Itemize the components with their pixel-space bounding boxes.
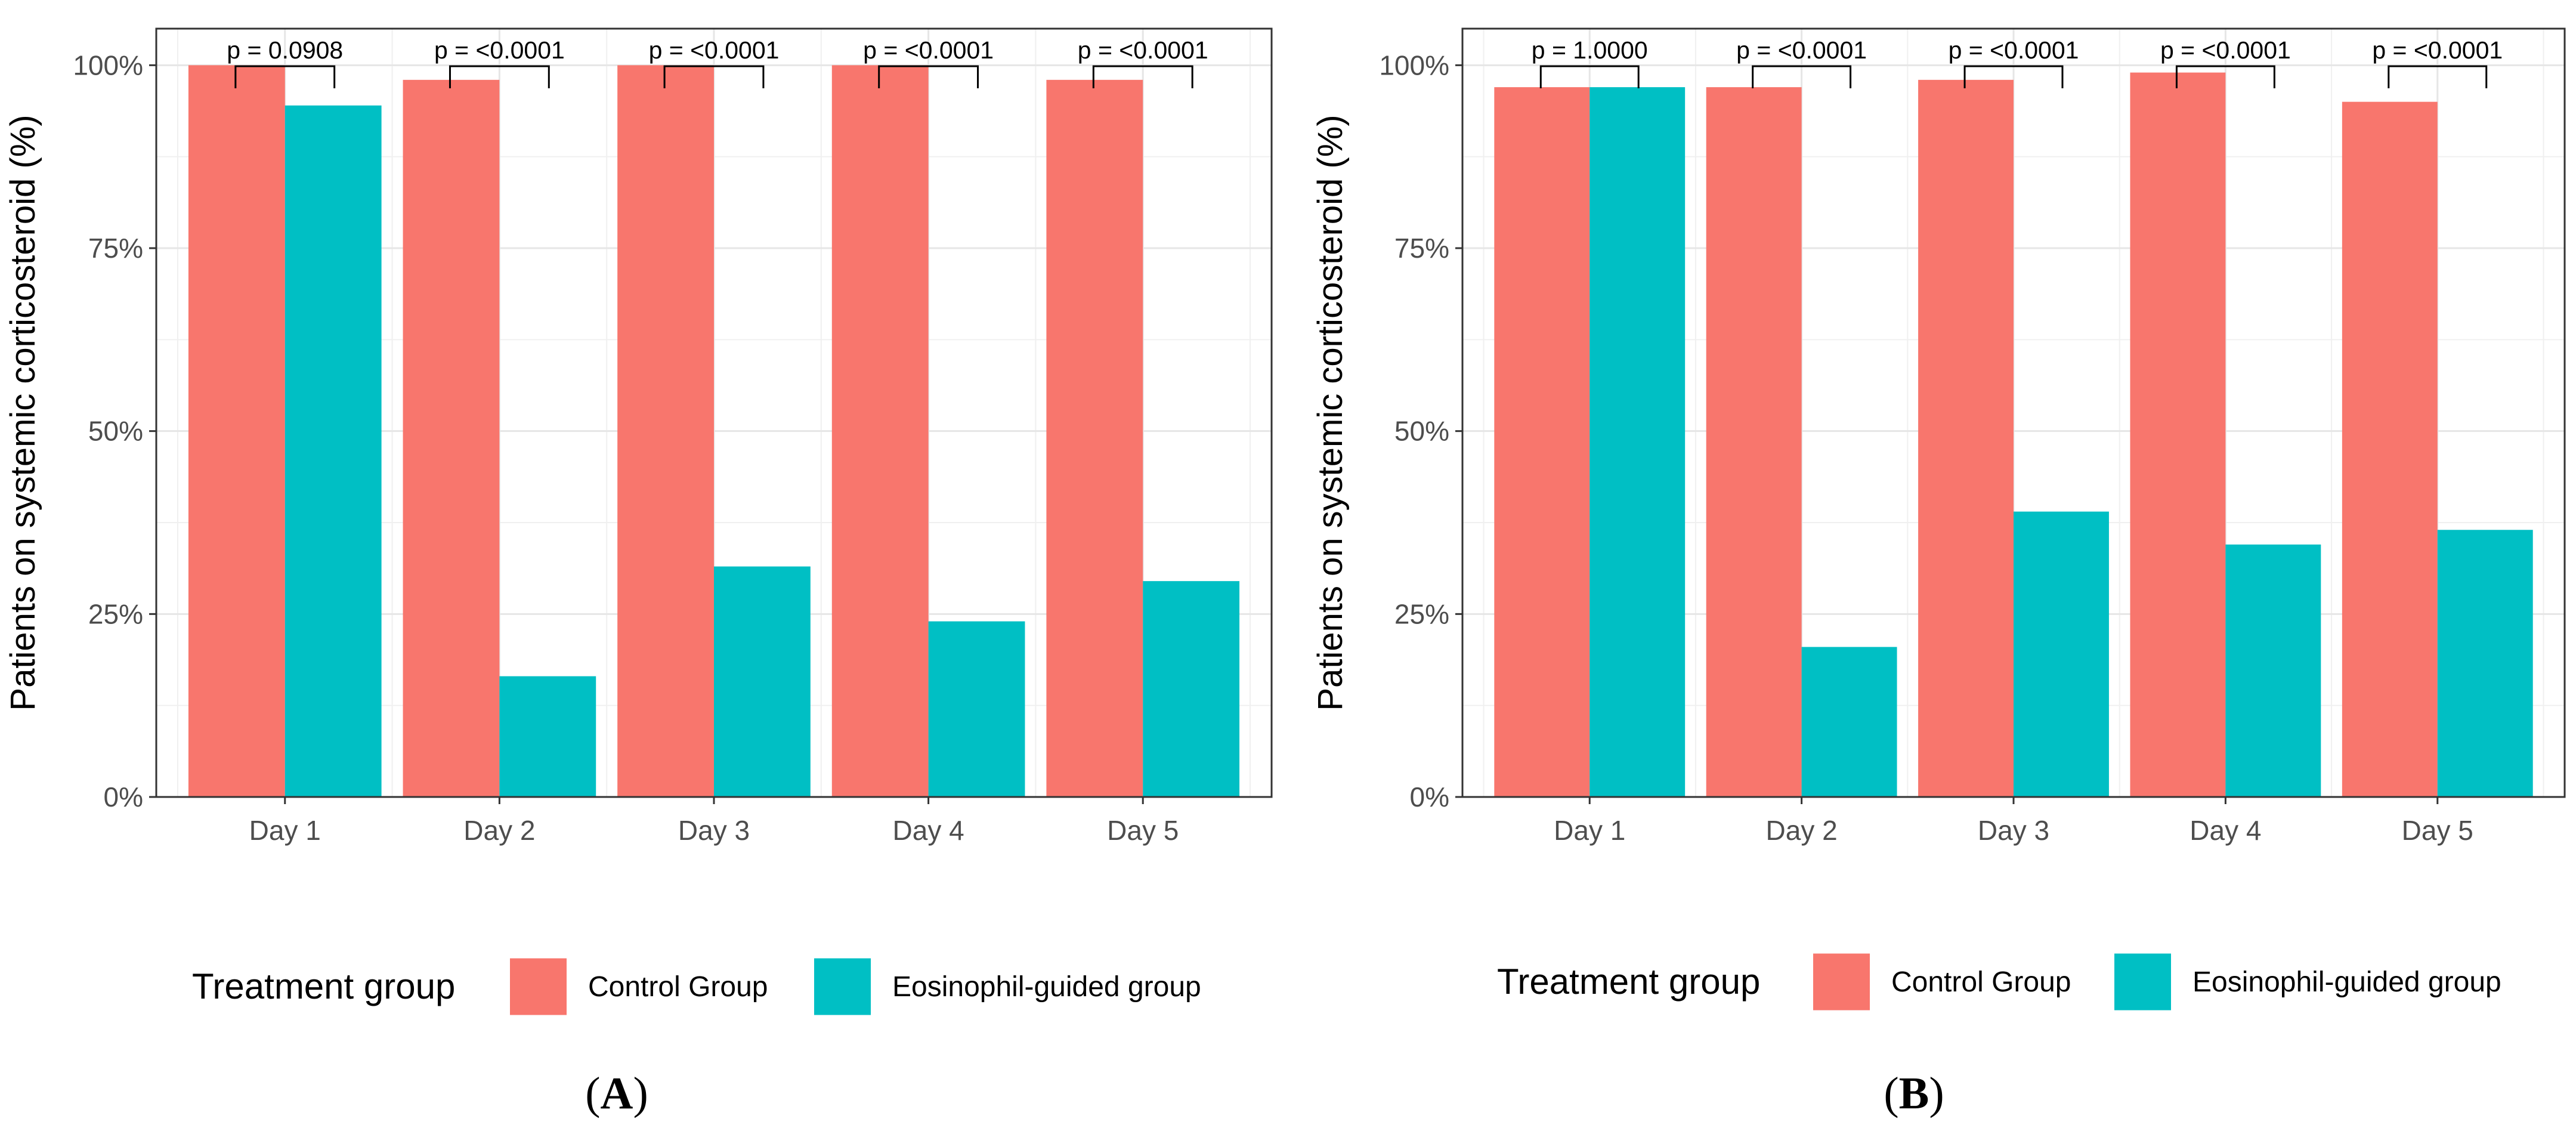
p-value-label: p = <0.0001 [2372,36,2503,64]
significance-bracket [1963,65,2064,88]
p-value-label: p = 1.0000 [1532,36,1648,64]
bar-control-day-4 [2130,72,2226,798]
x-tick-label: Day 2 [1766,815,1838,846]
y-tick-label: 0% [1410,781,1449,812]
legend-key-eosinophil [2114,953,2171,1011]
legend-label-control: Control Group [588,971,768,1003]
x-tick-label: Day 4 [893,815,964,846]
legend-label-eosinophil: Eosinophil-guided group [2192,966,2501,998]
p-value-label: p = <0.0001 [1949,36,2079,64]
bar-control-day-1 [188,65,285,797]
bar-control-day-2 [403,79,500,797]
significance-bracket [1092,65,1193,88]
bar-eosinophil-day-1 [284,105,382,797]
bar-control-day-5 [1046,79,1143,797]
bar-eosinophil-day-3 [2014,511,2109,797]
significance-bracket [2388,65,2488,88]
significance-bracket [2175,65,2275,88]
p-value-label: p = <0.0001 [2160,36,2291,64]
bar-eosinophil-day-1 [1589,87,1686,798]
x-tick-label: Day 2 [463,815,535,846]
significance-bracket [878,65,979,88]
bar-control-day-2 [1706,87,1802,798]
y-tick-label: 50% [88,416,143,447]
legend-key-control [510,958,567,1015]
bar-eosinophil-day-2 [499,676,596,797]
x-tick-label: Day 1 [1554,815,1625,846]
panel-label: (B) [1884,1068,1944,1118]
panel-a: p = 0.0908 p = <0.0001 p = <0.0001 p = <0.0… [4,27,1273,1118]
y-tick-label: 25% [1394,598,1449,629]
significance-bracket [1539,65,1640,88]
y-tick-label: 75% [88,233,143,264]
p-value-label: p = <0.0001 [434,36,565,64]
bar-eosinophil-day-4 [2225,544,2321,797]
y-tick-label: 50% [1394,416,1449,447]
x-tick-label: Day 3 [678,815,750,846]
x-tick-label: Day 3 [1978,815,2049,846]
panel-b: p = 1.0000 p = <0.0001 p = <0.0001 p = <0.0… [1311,27,2566,1118]
legend-key-eosinophil [814,958,871,1015]
legend-label-control: Control Group [1891,966,2071,998]
bar-eosinophil-day-3 [714,566,811,797]
p-value-label: p = <0.0001 [1736,36,1867,64]
legend-title: Treatment group [1497,962,1760,1002]
y-tick-label: 0% [104,781,143,812]
x-tick-label: Day 5 [1107,815,1179,846]
x-tick-label: Day 4 [2190,815,2261,846]
bar-control-day-1 [1494,87,1590,798]
y-axis-title: Patients on systemic corticosteroid (%) [4,115,42,710]
bar-eosinophil-day-2 [1801,647,1897,797]
legend-label-eosinophil: Eosinophil-guided group [892,971,1201,1003]
legend-key-control [1813,953,1870,1011]
bar-eosinophil-day-5 [1143,581,1240,797]
p-value-label: p = <0.0001 [1078,36,1208,64]
y-tick-label: 25% [88,598,143,629]
bar-eosinophil-day-4 [928,621,1025,797]
bar-control-day-4 [831,65,929,797]
significance-bracket [449,65,550,88]
significance-bracket [234,65,336,88]
significance-bracket [1752,65,1852,88]
y-tick-label: 100% [1379,50,1449,81]
y-tick-label: 75% [1394,233,1449,264]
panel-label: (A) [585,1068,648,1118]
significance-bracket [663,65,765,88]
p-value-label: p = 0.0908 [227,36,343,64]
p-value-label: p = <0.0001 [649,36,780,64]
bar-eosinophil-day-5 [2437,530,2533,797]
bar-control-day-5 [2342,101,2438,798]
y-axis-title: Patients on systemic corticosteroid (%) [1311,115,1350,710]
bar-control-day-3 [617,65,714,797]
p-value-label: p = <0.0001 [863,36,994,64]
x-tick-label: Day 1 [249,815,321,846]
x-tick-label: Day 5 [2402,815,2473,846]
bar-control-day-3 [1918,79,2014,797]
legend-title: Treatment group [192,966,455,1006]
y-tick-label: 100% [73,50,143,81]
